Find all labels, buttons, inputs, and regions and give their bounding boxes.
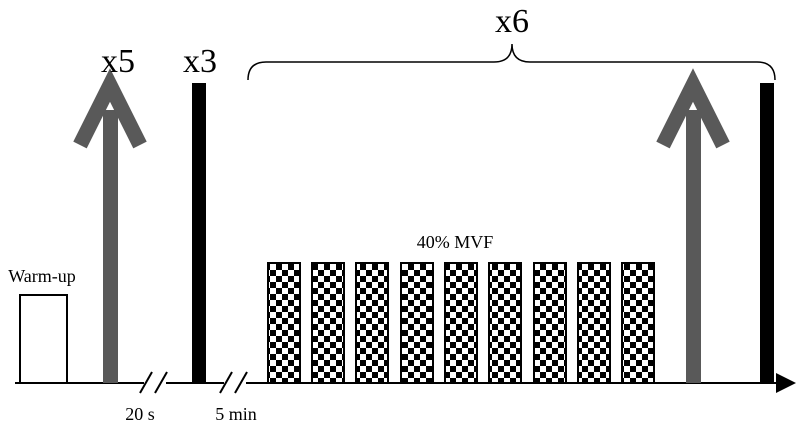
repeat-label: x6 bbox=[495, 3, 529, 40]
contractions bbox=[267, 262, 655, 384]
intensity-label: 40% MVF bbox=[417, 232, 494, 252]
repeat-label: x3 bbox=[183, 43, 217, 80]
break-mark bbox=[219, 371, 248, 394]
repeat-label: x5 bbox=[101, 43, 135, 80]
black-bar bbox=[192, 83, 206, 383]
warm-up-label: Warm-up bbox=[8, 266, 76, 286]
gray-arrow bbox=[656, 68, 730, 383]
black-bar bbox=[760, 83, 774, 383]
rest-label: 5 min bbox=[215, 404, 257, 424]
rest-label: 20 s bbox=[125, 404, 155, 424]
warm-up-box bbox=[19, 294, 68, 384]
brace bbox=[247, 43, 776, 81]
break-mark bbox=[139, 371, 168, 394]
gray-arrow bbox=[73, 68, 147, 383]
